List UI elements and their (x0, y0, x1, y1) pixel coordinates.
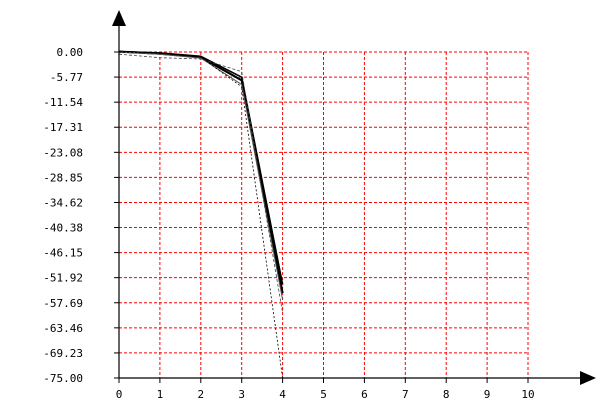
y-tick-label-4: -23.08 (43, 146, 83, 159)
y-tick-label-11: -63.46 (43, 322, 83, 335)
y-tick-label-5: -28.85 (43, 171, 83, 184)
grid (119, 51, 529, 378)
series-line-4 (118, 53, 283, 313)
x-tick-label-5: 5 (320, 388, 327, 401)
series-line-3 (118, 51, 284, 300)
y-tick-label-8: -46.15 (43, 247, 83, 260)
x-tick-label-8: 8 (443, 388, 450, 401)
y-tick-label-3: -17.31 (43, 121, 83, 134)
y-tick-label-12: -69.23 (43, 347, 83, 360)
x-tick-label-2: 2 (197, 388, 204, 401)
y-tick-label-10: -57.69 (43, 297, 83, 310)
y-tick-label-13: -75.00 (43, 372, 83, 385)
series-lines (118, 50, 284, 379)
y-tick-label-6: -34.62 (43, 196, 83, 209)
x-tick-label-9: 9 (484, 388, 491, 401)
y-tick-label-2: -11.54 (43, 96, 83, 109)
tick-labels: 0 1 2 3 4 5 6 7 8 9 10 0.00 -5.77 -11.54 -17.31 -23.08 -… (43, 46, 534, 401)
y-tick-label-9: -51.92 (43, 272, 83, 285)
x-tick-label-0: 0 (116, 388, 123, 401)
x-tick-label-6: 6 (361, 388, 368, 401)
series-line-2 (118, 50, 284, 285)
x-axis-arrow-icon (580, 371, 596, 385)
y-axis-arrow-icon (112, 10, 126, 26)
x-tick-label-4: 4 (279, 388, 286, 401)
x-tick-label-7: 7 (402, 388, 409, 401)
x-tick-label-3: 3 (238, 388, 245, 401)
x-tick-label-1: 1 (157, 388, 164, 401)
y-tick-label-1: -5.77 (50, 71, 83, 84)
x-tick-label-10: 10 (521, 388, 534, 401)
y-tick-label-7: -40.38 (43, 222, 83, 235)
y-tick-label-0: 0.00 (57, 46, 84, 59)
axes (112, 10, 596, 385)
